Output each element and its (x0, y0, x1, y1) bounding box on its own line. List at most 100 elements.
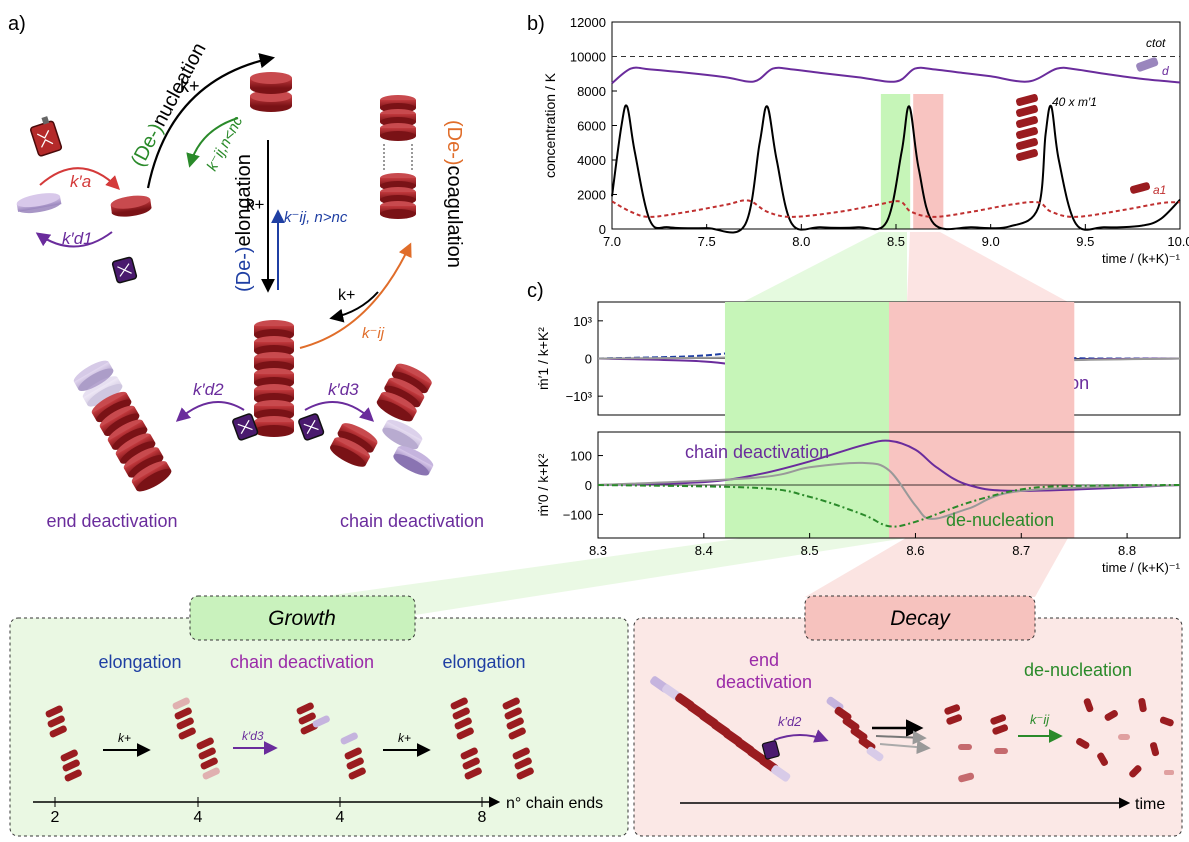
x-tick-label: 8.7 (1012, 543, 1030, 558)
series-label-chain-deactivation: chain deactivation (685, 442, 829, 462)
zoom-funnel-red (907, 232, 1068, 302)
growth-label-elongation-2: elongation (442, 652, 525, 672)
x-tick-label: 9.5 (1076, 234, 1094, 249)
rate-kd3: k′d3 (328, 380, 359, 399)
annotation-m1: 40 x m′1 (1052, 95, 1097, 109)
central-fibril (254, 320, 294, 437)
series-line-0 (611, 66, 1181, 84)
series-line-1 (597, 461, 1181, 520)
rate-kd2: k′d2 (193, 380, 224, 399)
y-tick-label: 10000 (570, 50, 606, 65)
chain-ends-tick-label: 8 (478, 809, 487, 826)
annotation-d: d (1162, 64, 1169, 78)
chart-concentration: 7.0 7.5 8.0 8.5 9.0 9.5 10.0 0 2000 4000 6000 8000 1… (542, 15, 1189, 266)
y-tick-label: 2000 (577, 188, 606, 203)
fragmentation-arrow (329, 291, 379, 323)
fuel-waste-icon (111, 256, 138, 284)
growth-stack-4 (450, 697, 534, 780)
decay-rate-kd2: k′d2 (778, 714, 802, 729)
y-tick-label: 6000 (577, 119, 606, 134)
nucleation-label: (De-)nucleation (127, 39, 211, 170)
y-tick-label: 12000 (570, 15, 606, 30)
decay-label-end-1: end (749, 650, 779, 670)
x-tick-label: 7.0 (603, 234, 621, 249)
chain-ends-axis-label: n° chain ends (506, 795, 603, 812)
y-axis-label: ṁ′1 / k+K² (535, 327, 551, 390)
rate-ka: k′a (70, 172, 91, 191)
y-tick-label: 10³ (573, 314, 592, 329)
y-tick-label: 0 (585, 478, 592, 493)
growth-sequence: elongation chain deactivation elongation… (33, 652, 603, 826)
panel-label-a: a) (8, 13, 26, 35)
panel-label-b: b) (527, 13, 545, 35)
growth-rate-1: k+ (118, 731, 131, 745)
end-deactivation-arrow (175, 401, 245, 422)
growth-rate-3: k+ (398, 731, 411, 745)
coagulation-arrow (299, 242, 412, 349)
zoom-funnel-green (743, 232, 907, 302)
decay-fragments (944, 704, 1009, 783)
growth-label-elongation-1: elongation (98, 652, 181, 672)
x-tick-label: 10.0 (1167, 234, 1189, 249)
y-tick-label: −100 (563, 507, 592, 522)
x-tick-label: 7.5 (698, 234, 716, 249)
growth-rate-2: k′d3 (242, 729, 264, 743)
decay-deactivation-arrow (773, 729, 829, 743)
growth-title: Growth (268, 607, 336, 630)
fibril-pair (380, 95, 416, 219)
fuel-waste-icon-d3 (298, 413, 325, 441)
y-axis-label: ṁ′0 / k+K² (535, 453, 551, 516)
time-axis-label: time (1135, 796, 1165, 813)
decay-funnel (805, 538, 1068, 597)
reaction-scheme: k′a k′d1 (De-)nucleation k+ k⁻ij,n<nc (16, 39, 484, 531)
chain-deactivation-caption: chain deactivation (340, 511, 484, 531)
decay-arrow-gray-1 (875, 730, 927, 745)
x-tick-label: 8.5 (887, 234, 905, 249)
series-line-2 (611, 199, 1181, 218)
end-deactivated-fibril (73, 360, 172, 492)
y-tick-label: 100 (570, 449, 592, 464)
coagulation-label: (De-)coagulation (443, 120, 465, 268)
decay-arrow-gray-2 (879, 740, 931, 755)
decay-label-end-2: deactivation (716, 672, 812, 692)
m1-icon (1016, 126, 1038, 140)
growth-stack-2 (172, 697, 220, 780)
highlight-green-band (724, 302, 889, 538)
x-tick-label: 8.8 (1118, 543, 1136, 558)
nucleation-arrow (146, 53, 276, 189)
elongation-label: (De-)elongation (233, 154, 255, 292)
x-axis-label: time / (k+K)⁻¹ (1102, 560, 1181, 575)
y-tick-label: 0 (599, 222, 606, 237)
x-tick-label: 9.0 (982, 234, 1000, 249)
inactive-monomer (16, 193, 62, 214)
decay-label-denucleation: de-nucleation (1024, 660, 1132, 680)
x-tick-label: 8.3 (589, 543, 607, 558)
denucleation-arrow (186, 117, 239, 168)
y-tick-label: 0 (585, 352, 592, 367)
decay-rate-kij: k⁻ij (1030, 712, 1050, 727)
decay-title-tab (804, 595, 1036, 641)
rate-kplus-coag: k+ (338, 287, 355, 304)
panel-label-c: c) (527, 280, 544, 302)
chain-ends-tick-label: 4 (194, 809, 203, 826)
chain-ends-tick-label: 2 (51, 809, 60, 826)
deactivation-arrow-d1 (35, 231, 113, 248)
x-tick-label: 8.0 (792, 234, 810, 249)
end-deactivation-caption: end deactivation (46, 511, 177, 531)
x-tick-label: 8.5 (801, 543, 819, 558)
decay-sequence: end deactivation de-nucleation k′d2 (650, 650, 1174, 813)
m1-icon (1016, 148, 1038, 162)
rate-kplus-nuc: k+ (180, 76, 200, 96)
chart-m0-rate: 100 0 −100 ṁ′0 / k+K² 8.3 8.4 8.5 8.6 8.7 8.8 time… (535, 302, 1181, 575)
decay-title: Decay (890, 607, 951, 630)
fuel-waste-icon-d2 (232, 413, 259, 441)
a1-icon (1129, 182, 1151, 194)
y-axis-label: concentration / K (542, 72, 558, 178)
annotation-a1: a1 (1153, 183, 1166, 197)
rate-kminus-el: k⁻ij, n>nc (284, 209, 348, 226)
fuel-canister-icon (30, 116, 63, 157)
decay-fuel-waste-icon (761, 740, 780, 760)
m1-icon (1016, 93, 1038, 107)
decay-long-fibril (650, 676, 791, 782)
dimer (250, 72, 292, 112)
